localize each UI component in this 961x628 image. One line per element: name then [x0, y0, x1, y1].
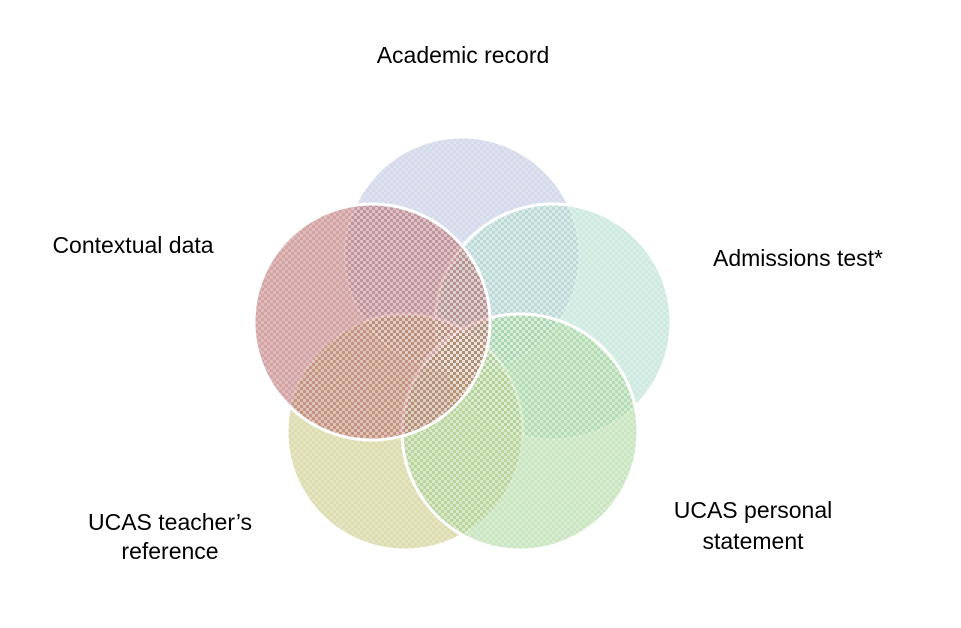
circles: [252, 135, 673, 552]
label: statement: [703, 528, 805, 554]
label: Admissions test*: [713, 245, 883, 271]
label: UCAS teacher’s: [88, 509, 252, 535]
label: Academic record: [377, 42, 550, 68]
label: UCAS personal: [674, 497, 833, 523]
label: Contextual data: [52, 232, 213, 258]
label: reference: [121, 538, 218, 564]
